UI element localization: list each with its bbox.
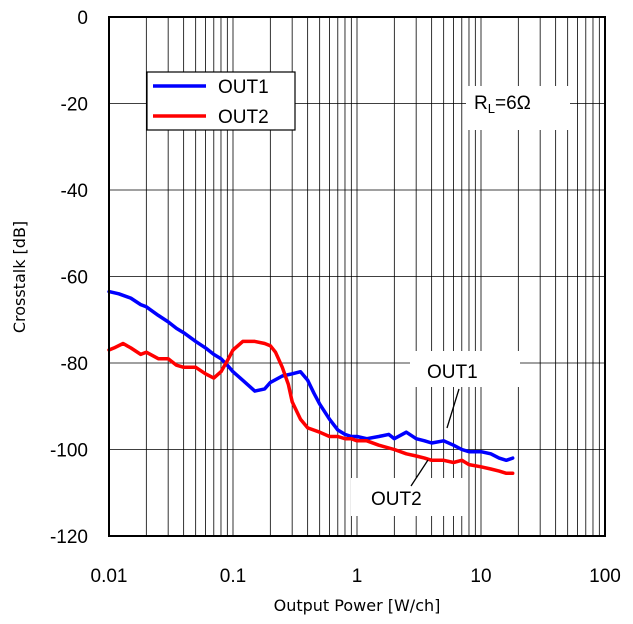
condition-sub: L (488, 101, 495, 116)
condition-value: =6Ω (495, 93, 531, 114)
condition-label: RL=6Ω (474, 93, 531, 116)
y-tick-label: -120 (50, 527, 88, 548)
legend-box (146, 71, 296, 131)
condition-backdrop (466, 86, 570, 130)
y-tick-label: -80 (61, 354, 88, 375)
y-tick-label: -40 (61, 181, 88, 202)
condition-r: R (474, 93, 488, 114)
out2-annotation-label: OUT2 (371, 489, 422, 510)
legend-label-out1: OUT1 (218, 77, 269, 98)
y-axis-title: Crosstalk [dB] (10, 221, 29, 333)
x-tick-label: 1 (352, 566, 363, 587)
out1-annotation: OUT1 (410, 351, 520, 429)
series-line-out2 (107, 339, 515, 476)
series-line-out1 (107, 289, 515, 463)
tick-labels: 0.01 0.1 1 10 100 0 -20 -40 -60 -80 -100 -120 (50, 8, 621, 587)
series-lines (107, 289, 515, 476)
y-tick-label: -100 (50, 441, 88, 462)
out1-annotation-label: OUT1 (427, 362, 478, 383)
out2-annotation: OUT2 (351, 459, 463, 516)
condition-annotation: RL=6Ω (466, 86, 570, 130)
y-tick-label: -20 (61, 95, 88, 116)
out1-leader-line (446, 388, 460, 429)
x-tick-label: 0.01 (91, 566, 128, 587)
x-tick-label: 100 (589, 566, 621, 587)
x-tick-label: 0.1 (220, 566, 246, 587)
legend: OUT1 OUT2 (146, 71, 296, 131)
out2-annotation-backdrop (351, 478, 463, 516)
y-tick-label: -60 (61, 268, 88, 289)
out1-annotation-backdrop (410, 351, 520, 387)
plot-frame (108, 16, 606, 537)
x-axis-title: Output Power [W/ch] (274, 596, 441, 615)
out2-leader-line (410, 459, 429, 487)
x-tick-label: 10 (470, 566, 491, 587)
y-tick-label: 0 (77, 8, 88, 29)
legend-label-out2: OUT2 (218, 107, 269, 128)
